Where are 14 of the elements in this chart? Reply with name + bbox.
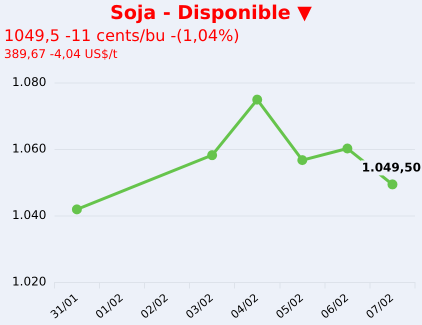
point bbox=[387, 179, 398, 190]
y-tick-label: 1.020 bbox=[12, 274, 46, 289]
point bbox=[342, 144, 352, 154]
y-tick-label: 1.080 bbox=[12, 75, 46, 90]
y-tick-label: 1.040 bbox=[12, 208, 46, 222]
chart-subtitle: 1049,5 -11 cents/bu -(1,04%) bbox=[3, 26, 241, 47]
data-label: 1.049,50 bbox=[362, 160, 421, 175]
point bbox=[207, 150, 218, 160]
point bbox=[297, 155, 308, 166]
point bbox=[72, 204, 82, 214]
y-tick-label: 1.060 bbox=[12, 142, 46, 156]
text: 389,67 -4,04 US$/t bbox=[3, 47, 118, 63]
chart-title: Soja - Disponible ▼ bbox=[109, 2, 313, 26]
point bbox=[252, 94, 262, 105]
